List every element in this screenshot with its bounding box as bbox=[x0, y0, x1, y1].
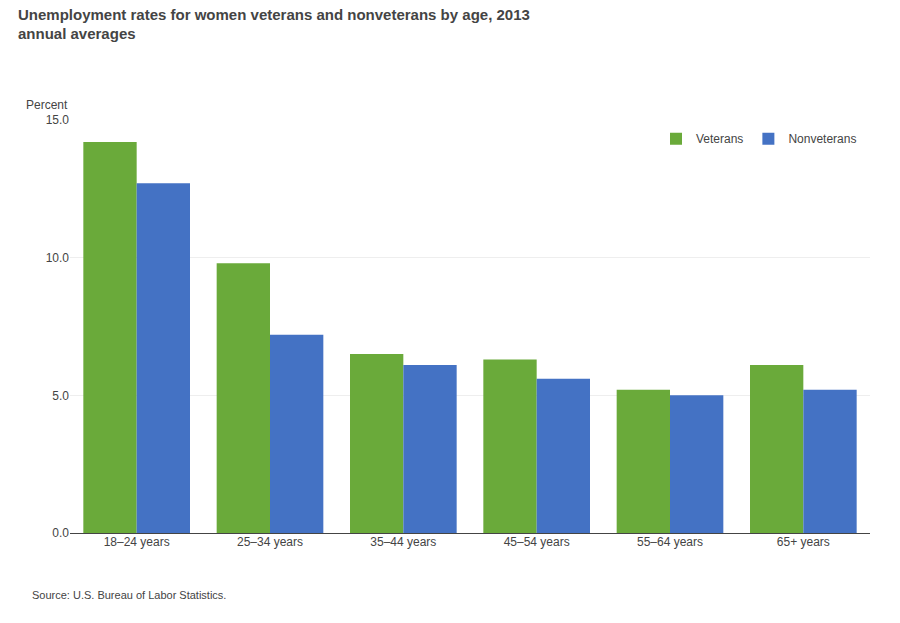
svg-text:5.0: 5.0 bbox=[52, 389, 69, 403]
svg-text:55–64 years: 55–64 years bbox=[637, 535, 703, 549]
svg-text:Veterans: Veterans bbox=[696, 132, 743, 146]
svg-text:15.0: 15.0 bbox=[46, 113, 70, 127]
svg-text:Unemployment rates for women v: Unemployment rates for women veterans an… bbox=[18, 6, 530, 43]
svg-text:45–54 years: 45–54 years bbox=[504, 535, 570, 549]
svg-text:Source: U.S. Bureau of Labor S: Source: U.S. Bureau of Labor Statistics. bbox=[32, 589, 226, 601]
svg-text:Nonveterans: Nonveterans bbox=[788, 132, 856, 146]
svg-text:65+ years: 65+ years bbox=[777, 535, 830, 549]
svg-text:Percent: Percent bbox=[26, 98, 68, 112]
svg-text:25–34 years: 25–34 years bbox=[237, 535, 303, 549]
svg-text:10.0: 10.0 bbox=[46, 251, 70, 265]
svg-text:0.0: 0.0 bbox=[52, 526, 69, 540]
svg-text:35–44 years: 35–44 years bbox=[370, 535, 436, 549]
svg-text:18–24 years: 18–24 years bbox=[104, 535, 170, 549]
